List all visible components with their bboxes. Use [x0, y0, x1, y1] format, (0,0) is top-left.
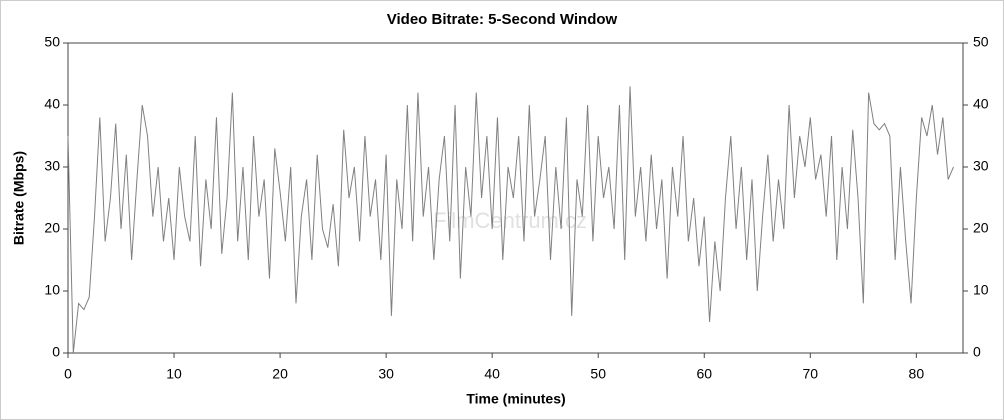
x-tick-label: 30 [378, 366, 394, 382]
y2-tick-label: 20 [973, 220, 989, 236]
plot-border [67, 42, 964, 354]
y2-tick-label: 10 [973, 282, 989, 298]
watermark: FilmCentrum.cz [433, 208, 587, 233]
y-tick-label: 40 [44, 96, 60, 112]
x-tick-label: 40 [484, 366, 500, 382]
x-tick-label: 20 [272, 366, 288, 382]
y2-tick-label: 40 [973, 96, 989, 112]
y2-tick-label: 0 [973, 344, 981, 360]
y-tick-label: 10 [44, 282, 60, 298]
x-tick-label: 50 [590, 366, 606, 382]
y-axis-label: Bitrate (Mbps) [11, 151, 27, 245]
y-tick-label: 50 [44, 34, 60, 50]
y-tick-label: 30 [44, 158, 60, 174]
x-tick-label: 80 [909, 366, 925, 382]
x-axis-label: Time (minutes) [466, 391, 565, 407]
y2-tick-label: 30 [973, 158, 989, 174]
y-tick-label: 0 [52, 344, 60, 360]
y-tick-label: 20 [44, 220, 60, 236]
x-tick-label: 10 [166, 366, 182, 382]
y2-tick-label: 50 [973, 34, 989, 50]
x-tick-label: 70 [803, 366, 819, 382]
series-line [67, 86, 954, 354]
x-tick-label: 0 [64, 366, 72, 382]
x-tick-label: 60 [696, 366, 712, 382]
chart-title: Video Bitrate: 5-Second Window [387, 11, 618, 28]
